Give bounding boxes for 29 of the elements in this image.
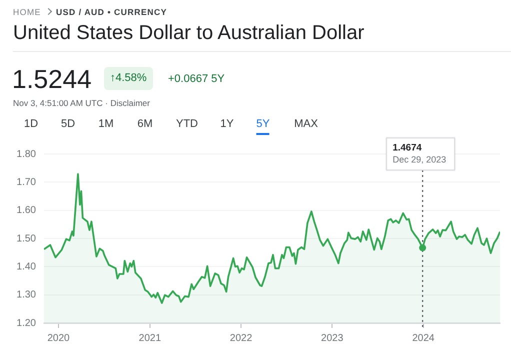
y-tick-label: 1.20 [16, 318, 36, 329]
text: 1.4674 [392, 142, 422, 154]
y-tick-label: 1.60 [16, 205, 36, 216]
y-tick-label: 1.70 [16, 176, 36, 188]
text: MAX [294, 118, 318, 130]
text: HOME [13, 7, 41, 17]
text: 5D [60, 118, 76, 130]
y-tick-label: 1.80 [16, 148, 36, 160]
x-tick-label: 2024 [412, 332, 435, 344]
text: 5Y [256, 118, 270, 135]
text: YTD [176, 118, 198, 130]
text: 1Y [220, 118, 234, 130]
y-tick-label: 1.40 [16, 261, 36, 272]
text: ↑4.58% [104, 67, 153, 90]
x-tick-label: 2021 [138, 332, 162, 344]
text: +0.0667 5Y [168, 73, 225, 85]
x-tick-label: 2020 [47, 332, 70, 344]
chart-title: United States Dollar to Australian Dollar [13, 22, 364, 45]
y-tick-label: 1.30 [16, 290, 36, 301]
text: 1M [98, 118, 114, 130]
text: 1.5244 [12, 64, 92, 95]
text: 1D [24, 118, 38, 130]
y-tick-label: 1.50 [16, 233, 36, 244]
text: 6M [137, 118, 153, 130]
text: USD / AUD • CURRENCY [56, 7, 167, 17]
x-tick-label: 2023 [321, 332, 344, 344]
ref-line-label: Dec 29, 2023 [392, 154, 446, 164]
x-tick-label: 2022 [230, 332, 253, 344]
text: Nov 3, 4:51:00 AM UTC · Disclaimer [13, 98, 150, 108]
